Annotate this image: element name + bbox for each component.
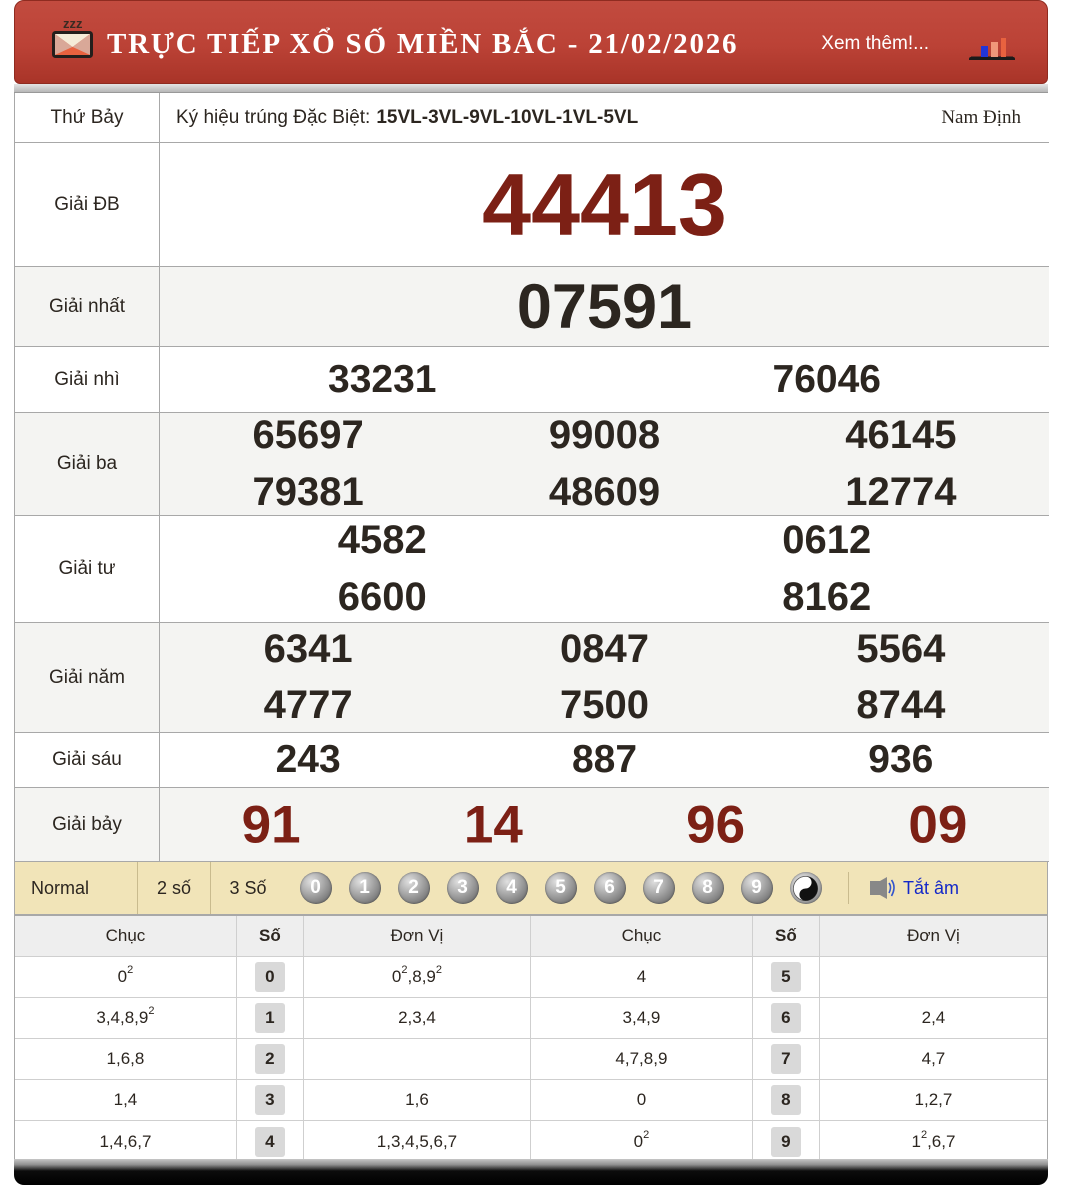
svg-text:zzz: zzz bbox=[63, 16, 83, 31]
